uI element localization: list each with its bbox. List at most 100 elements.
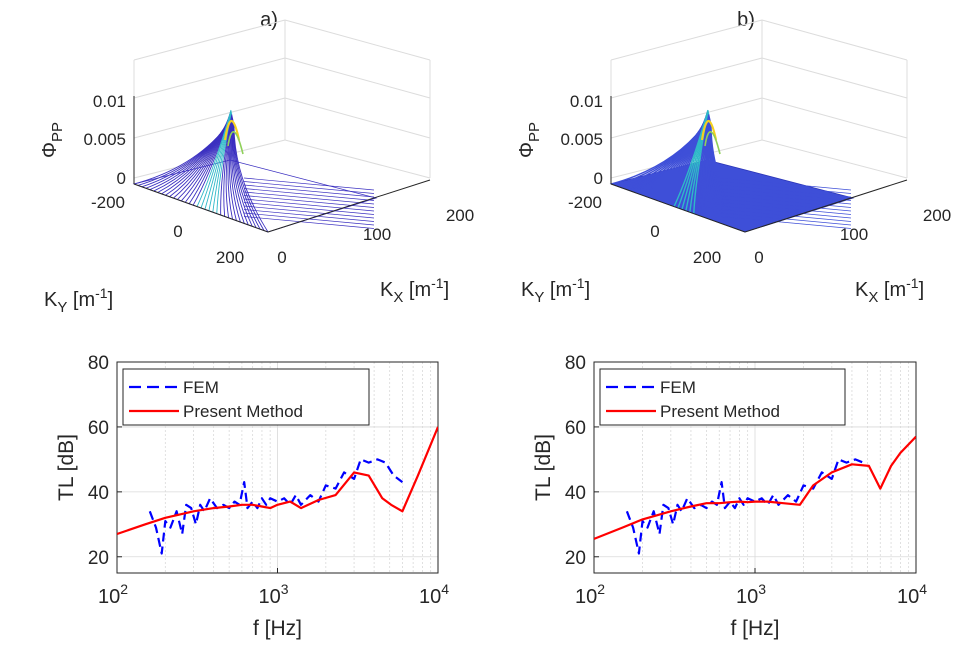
surface-mesh-line xyxy=(200,109,232,209)
x-tick-label: 104 xyxy=(897,581,927,608)
surface-mesh-line xyxy=(225,116,233,218)
x-tick-label: 103 xyxy=(736,581,766,608)
surface-mesh-line xyxy=(243,195,375,208)
x-tick-base: 10 xyxy=(419,586,441,608)
kx-tick-a-1: 100 xyxy=(363,225,391,244)
surface-b-ylabel-unit: [m xyxy=(550,279,572,301)
surface-a-ky-axis xyxy=(133,183,269,233)
z-tick-a-2: 0.01 xyxy=(93,92,126,111)
ky-tick-a-1: 0 xyxy=(173,222,182,241)
legend-label: FEM xyxy=(183,378,219,397)
ky-tick-b-1: 0 xyxy=(650,222,659,241)
kx-tick-b-0: 0 xyxy=(754,248,763,267)
surface-mesh-line xyxy=(720,181,852,194)
surface-mesh-line xyxy=(243,177,375,191)
surface-a-ylabel-main: K xyxy=(44,289,58,311)
surface-a-xlabel-sub: X xyxy=(393,289,403,306)
y-tick-label: 20 xyxy=(565,548,586,569)
x-tick-label: 102 xyxy=(575,581,605,608)
surface-b-mesh xyxy=(610,109,852,233)
surface-b-kx-axis xyxy=(744,179,908,233)
x-tick-label: 104 xyxy=(419,581,449,608)
surface-b-xlabel-sub: X xyxy=(868,289,878,306)
surface-a-xlabel-main: K xyxy=(380,279,394,301)
surface-peak xyxy=(223,119,241,141)
x-tick-base: 10 xyxy=(258,586,280,608)
surface-a-ylabel-sub: Y xyxy=(57,299,67,316)
surface-a-box xyxy=(133,19,431,179)
surface-peak-shoulder xyxy=(227,131,244,155)
x-tick-base: 10 xyxy=(575,586,597,608)
x-tick-exp: 3 xyxy=(281,581,289,597)
surface-mesh-line xyxy=(720,205,852,219)
legend-label: Present Method xyxy=(183,402,303,421)
surface-mesh-line xyxy=(243,181,375,194)
surface-mesh-line xyxy=(220,114,233,216)
surface-panel-a: a) 0 0.005 0.01 -200 0 200 0 xyxy=(39,9,474,316)
surface-a-xlabel-unit: [m xyxy=(409,279,431,301)
y-tick-label: 80 xyxy=(565,353,586,374)
surface-mesh-line xyxy=(216,113,233,214)
surface-mesh-line xyxy=(227,116,233,220)
surface-mesh-line xyxy=(720,202,852,215)
surface-b-ylabel-close: ] xyxy=(585,279,591,301)
surface-a-zlabel-sub: PP xyxy=(49,122,66,142)
series-line-fem xyxy=(625,458,864,555)
legend-label: FEM xyxy=(660,378,696,397)
surface-mesh-line xyxy=(243,188,375,201)
series-line-present-method xyxy=(594,435,916,540)
surface-mesh-line xyxy=(720,209,852,222)
surface-mesh-line xyxy=(710,124,746,233)
surface-mesh-line xyxy=(720,188,852,201)
y-axis-label: TL [dB] xyxy=(55,434,78,501)
surface-peak xyxy=(700,119,718,141)
surface-peak-shoulder xyxy=(704,131,721,155)
surface-panel-b: b) 0 0.005 0.01 -200 0 200 0 100 200 Φ xyxy=(516,9,951,306)
x-axis-label: f [Hz] xyxy=(730,617,779,640)
z-tick-b-2: 0.01 xyxy=(570,92,603,111)
x-axis-label: f [Hz] xyxy=(253,617,302,640)
surface-mesh-line xyxy=(243,198,375,212)
surface-a-xlabel-exp: -1 xyxy=(431,275,444,291)
surface-a-xlabel: KX [m-1] xyxy=(380,275,449,306)
legend-label: Present Method xyxy=(660,402,780,421)
surface-a-ylabel-exp: -1 xyxy=(95,285,108,301)
surface-b-xlabel: KX [m-1] xyxy=(855,275,924,306)
surface-mesh-line xyxy=(243,191,375,205)
x-tick-exp: 3 xyxy=(758,581,766,597)
kx-tick-b-2: 200 xyxy=(923,206,951,225)
surface-mesh-line xyxy=(720,216,852,229)
legend-box xyxy=(122,368,370,426)
ky-tick-a-0: -200 xyxy=(91,193,125,212)
surface-b-ylabel: KY [m-1] xyxy=(521,275,590,306)
surface-mesh-line xyxy=(720,177,852,191)
surface-b-zlabel-main: Φ xyxy=(516,142,538,158)
y-axis-label: TL [dB] xyxy=(532,434,555,501)
z-tick-a-0: 0 xyxy=(117,169,126,188)
x-tick-label: 102 xyxy=(98,581,128,608)
surface-b-xlabel-main: K xyxy=(855,279,869,301)
z-tick-a-1: 0.005 xyxy=(83,130,126,149)
surface-a-xlabel-close: ] xyxy=(444,279,450,301)
surface-mesh-line xyxy=(720,198,852,212)
surface-b-xlabel-exp: -1 xyxy=(906,275,919,291)
y-tick-label: 60 xyxy=(88,418,109,439)
y-tick-label: 80 xyxy=(88,353,109,374)
x-tick-exp: 2 xyxy=(120,581,128,597)
series-line-fem xyxy=(148,458,404,555)
z-tick-b-1: 0.005 xyxy=(560,130,603,149)
x-tick-base: 10 xyxy=(897,586,919,608)
surface-mesh-line xyxy=(243,209,375,222)
x-tick-exp: 4 xyxy=(919,581,927,597)
surface-b-ylabel-main: K xyxy=(521,279,535,301)
kx-tick-a-2: 200 xyxy=(446,206,474,225)
surface-mesh-line xyxy=(720,184,852,198)
surface-mesh-line xyxy=(243,184,375,198)
surface-b-box xyxy=(610,19,908,179)
surface-b-ky-axis xyxy=(610,183,746,233)
x-tick-exp: 4 xyxy=(441,581,449,597)
surface-mesh-line xyxy=(243,205,375,219)
